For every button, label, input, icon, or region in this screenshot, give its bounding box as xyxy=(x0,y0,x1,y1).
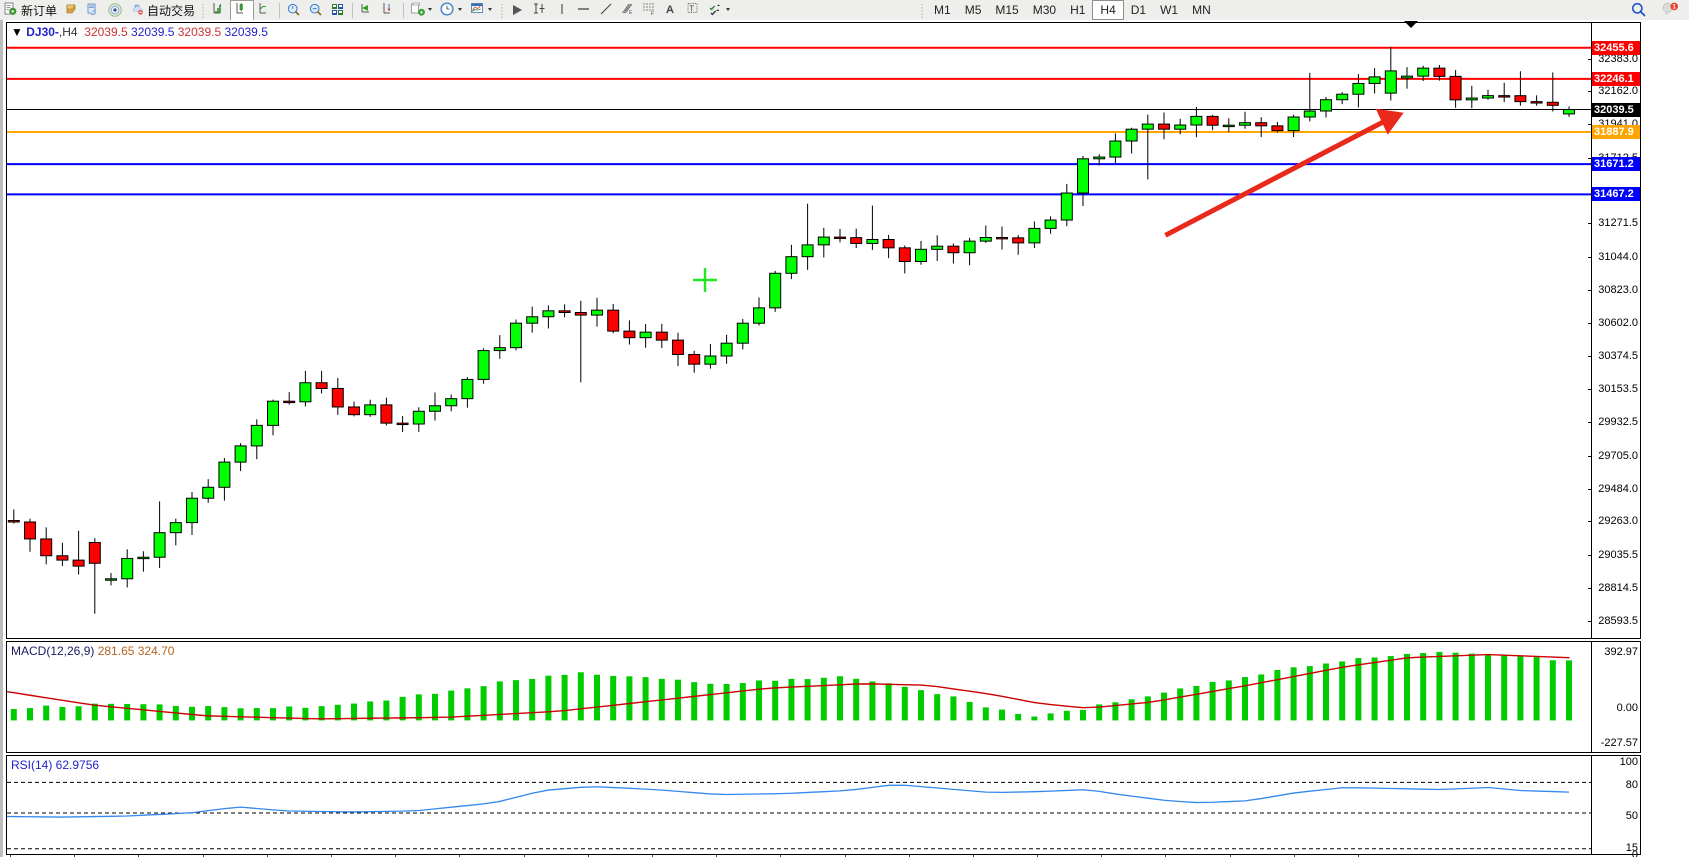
svg-text:T: T xyxy=(689,4,694,13)
svg-text:E: E xyxy=(629,10,633,16)
svg-text:A: A xyxy=(666,4,674,16)
svg-text:F: F xyxy=(651,11,654,17)
